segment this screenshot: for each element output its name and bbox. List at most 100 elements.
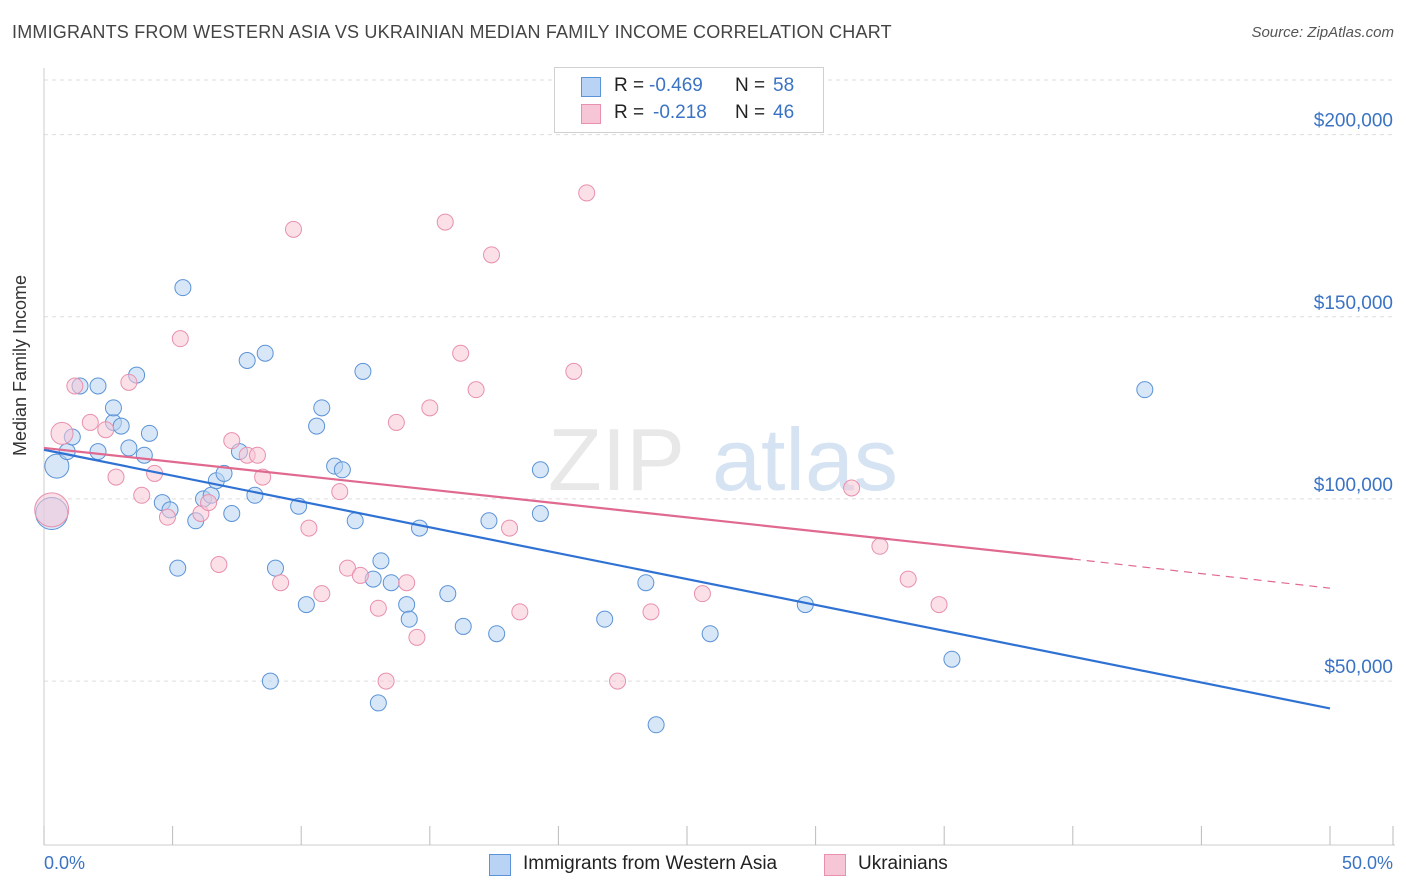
point-ukrainian bbox=[398, 574, 416, 592]
watermark-atlas: atlas bbox=[712, 410, 898, 509]
point-ukrainian bbox=[387, 413, 405, 431]
point-western-asia bbox=[256, 344, 274, 362]
point-ukrainian bbox=[338, 559, 356, 577]
correlation-legend: R = -0.469 N = 58 R = -0.218 N = 46 bbox=[554, 67, 824, 133]
point-ukrainian bbox=[467, 381, 485, 399]
point-western-asia bbox=[354, 362, 372, 380]
point-western-asia bbox=[701, 625, 719, 643]
point-ukrainian bbox=[899, 570, 917, 588]
point-western-asia bbox=[104, 399, 122, 417]
point-ukrainian bbox=[501, 519, 519, 537]
point-ukrainian bbox=[408, 628, 426, 646]
trend-line-ukrainians-extension bbox=[1072, 558, 1331, 589]
point-western-asia bbox=[1136, 381, 1154, 399]
point-ukrainian bbox=[452, 344, 470, 362]
y-tick-label: $100,000 bbox=[1314, 475, 1393, 496]
point-western-asia bbox=[140, 424, 158, 442]
point-western-asia bbox=[454, 617, 472, 635]
point-western-asia bbox=[480, 512, 498, 530]
point-western-asia bbox=[169, 559, 187, 577]
point-ukrainian bbox=[210, 556, 228, 573]
point-ukrainian bbox=[97, 421, 115, 439]
trend-lines bbox=[43, 446, 1331, 710]
point-ukrainian bbox=[120, 373, 138, 391]
trend-line-western-asia bbox=[43, 448, 1331, 710]
point-western-asia bbox=[266, 559, 284, 577]
point-western-asia bbox=[313, 399, 331, 417]
chart-title: IMMIGRANTS FROM WESTERN ASIA VS UKRAINIA… bbox=[12, 22, 892, 42]
chart-source: Source: ZipAtlas.com bbox=[1251, 24, 1394, 41]
point-ukrainian bbox=[565, 362, 583, 380]
axes bbox=[43, 68, 1395, 846]
point-western-asia bbox=[439, 585, 457, 603]
point-western-asia bbox=[333, 461, 351, 479]
point-western-asia bbox=[647, 716, 665, 734]
point-ukrainian bbox=[511, 603, 529, 621]
point-ukrainian bbox=[272, 574, 290, 592]
point-ukrainian bbox=[300, 519, 318, 537]
x-tick-label-min: 0.0% bbox=[44, 853, 85, 873]
legend-r-label: R = bbox=[614, 102, 645, 123]
point-ukrainian bbox=[377, 672, 395, 690]
point-ukrainian bbox=[930, 596, 948, 614]
watermark-zip: ZIP bbox=[548, 410, 685, 509]
point-western-asia bbox=[308, 417, 326, 435]
point-ukrainian bbox=[483, 246, 501, 264]
trend-line-ukrainians bbox=[43, 446, 1073, 561]
point-western-asia bbox=[261, 672, 279, 690]
point-western-asia bbox=[238, 352, 256, 369]
point-western-asia bbox=[346, 512, 364, 530]
x-tick-label-max: 50.0% bbox=[1342, 853, 1393, 873]
point-ukrainian bbox=[331, 483, 349, 501]
point-ukrainian bbox=[436, 213, 454, 231]
point-ukrainian bbox=[158, 508, 176, 526]
point-ukrainian bbox=[369, 599, 387, 617]
point-ukrainian bbox=[609, 672, 627, 690]
point-western-asia bbox=[488, 625, 506, 643]
point-western-asia bbox=[174, 279, 192, 297]
y-tick-label: $200,000 bbox=[1314, 111, 1393, 132]
point-ukrainian bbox=[81, 413, 99, 431]
point-western-asia bbox=[372, 552, 390, 570]
point-western-asia bbox=[89, 377, 107, 395]
point-western-asia bbox=[120, 439, 138, 457]
grid-lines bbox=[44, 79, 1395, 682]
y-tick-label: $150,000 bbox=[1314, 293, 1393, 314]
point-western-asia bbox=[398, 596, 416, 614]
point-western-asia bbox=[400, 610, 418, 628]
legend-r-label: R = bbox=[614, 75, 645, 96]
point-western-asia bbox=[531, 461, 549, 479]
point-ukrainian bbox=[642, 603, 660, 621]
point-western-asia bbox=[297, 596, 315, 614]
point-western-asia bbox=[637, 574, 655, 592]
legend-swatch-blue bbox=[581, 77, 601, 97]
point-ukrainian bbox=[421, 399, 439, 417]
series-swatch-pink bbox=[824, 854, 846, 876]
point-western-asia bbox=[369, 694, 387, 712]
legend-n-value: 58 bbox=[773, 75, 795, 96]
point-western-asia bbox=[943, 650, 961, 668]
legend-n-label: N = bbox=[735, 102, 766, 123]
point-western-asia bbox=[112, 417, 130, 435]
data-points bbox=[34, 184, 1154, 734]
point-ukrainian bbox=[223, 432, 241, 450]
point-ukrainian bbox=[50, 421, 74, 445]
point-western-asia bbox=[596, 610, 614, 628]
point-ukrainian bbox=[351, 566, 369, 584]
point-western-asia bbox=[89, 443, 107, 461]
point-ukrainian bbox=[34, 492, 70, 528]
point-ukrainian bbox=[313, 585, 331, 603]
legend-r-value: -0.218 bbox=[653, 102, 707, 123]
point-ukrainian bbox=[843, 479, 861, 497]
series-swatch-blue bbox=[489, 854, 511, 876]
point-ukrainian bbox=[578, 184, 596, 202]
legend-n-label: N = bbox=[735, 75, 766, 96]
legend-r-value: -0.469 bbox=[649, 75, 703, 96]
point-ukrainian bbox=[133, 486, 151, 504]
point-western-asia bbox=[135, 446, 153, 464]
point-ukrainian bbox=[107, 468, 125, 486]
y-tick-label: $50,000 bbox=[1324, 657, 1393, 678]
series-label: Immigrants from Western Asia bbox=[523, 853, 778, 874]
point-ukrainian bbox=[284, 220, 302, 238]
